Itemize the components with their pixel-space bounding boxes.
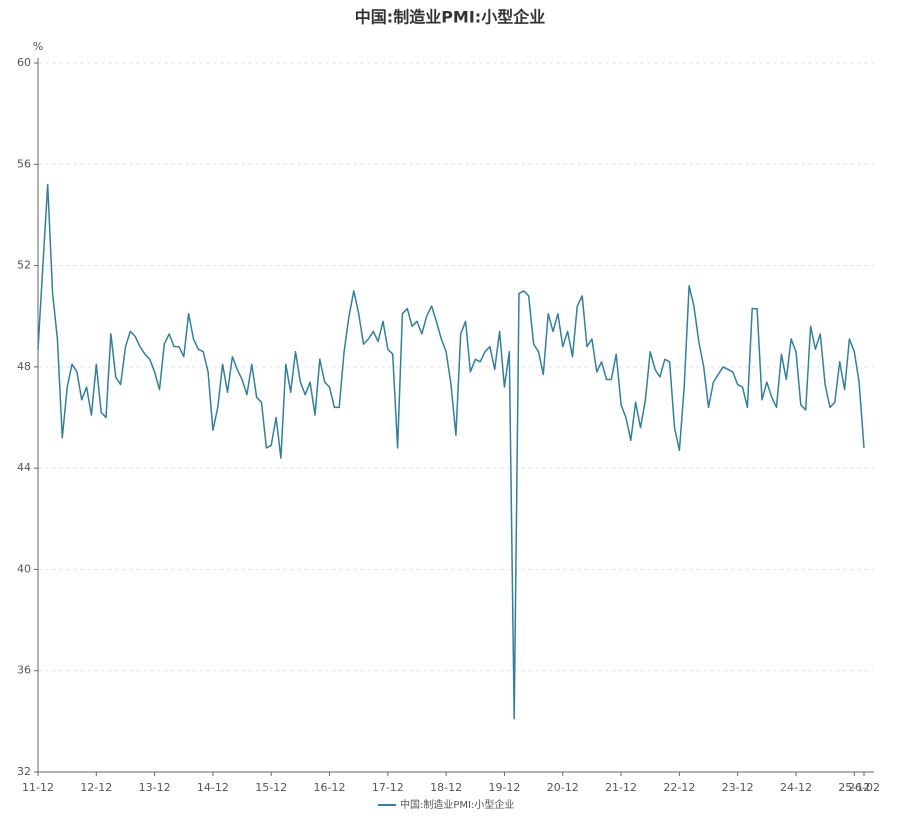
x-tick-label: 17-12	[372, 781, 404, 794]
chart-title: 中国:制造业PMI:小型企业	[355, 8, 545, 27]
legend-label: 中国:制造业PMI:小型企业	[400, 798, 514, 811]
x-tick-label: 19-12	[488, 781, 520, 794]
x-tick-label: 14-12	[197, 781, 229, 794]
y-tick-label: 60	[17, 56, 31, 69]
line	[37, 183, 865, 720]
y-tick-label: 32	[17, 765, 31, 778]
y-tick-label: 40	[17, 562, 31, 575]
x-tick-label: 13-12	[139, 781, 171, 794]
y-tick-label: 36	[17, 664, 31, 677]
y-tick-label: 52	[17, 259, 31, 272]
x-tick-label: 23-12	[722, 781, 754, 794]
x-tick-label: 26-02	[848, 781, 880, 794]
x-tick-label: 12-12	[80, 781, 112, 794]
y-tick-label: 56	[17, 157, 31, 170]
x-tick-label: 11-12	[22, 781, 54, 794]
x-tick-label: 22-12	[663, 781, 695, 794]
x-tick-label: 21-12	[605, 781, 637, 794]
y-tick-label: 44	[17, 461, 31, 474]
x-tick-label: 16-12	[314, 781, 346, 794]
y-tick-label: 48	[17, 360, 31, 373]
x-tick-label: 24-12	[780, 781, 812, 794]
x-tick-label: 25-12	[838, 781, 870, 794]
x-tick-label: 15-12	[255, 781, 287, 794]
y-unit: %	[33, 40, 43, 53]
x-tick-label: 18-12	[430, 781, 462, 794]
x-tick-label: 20-12	[547, 781, 579, 794]
